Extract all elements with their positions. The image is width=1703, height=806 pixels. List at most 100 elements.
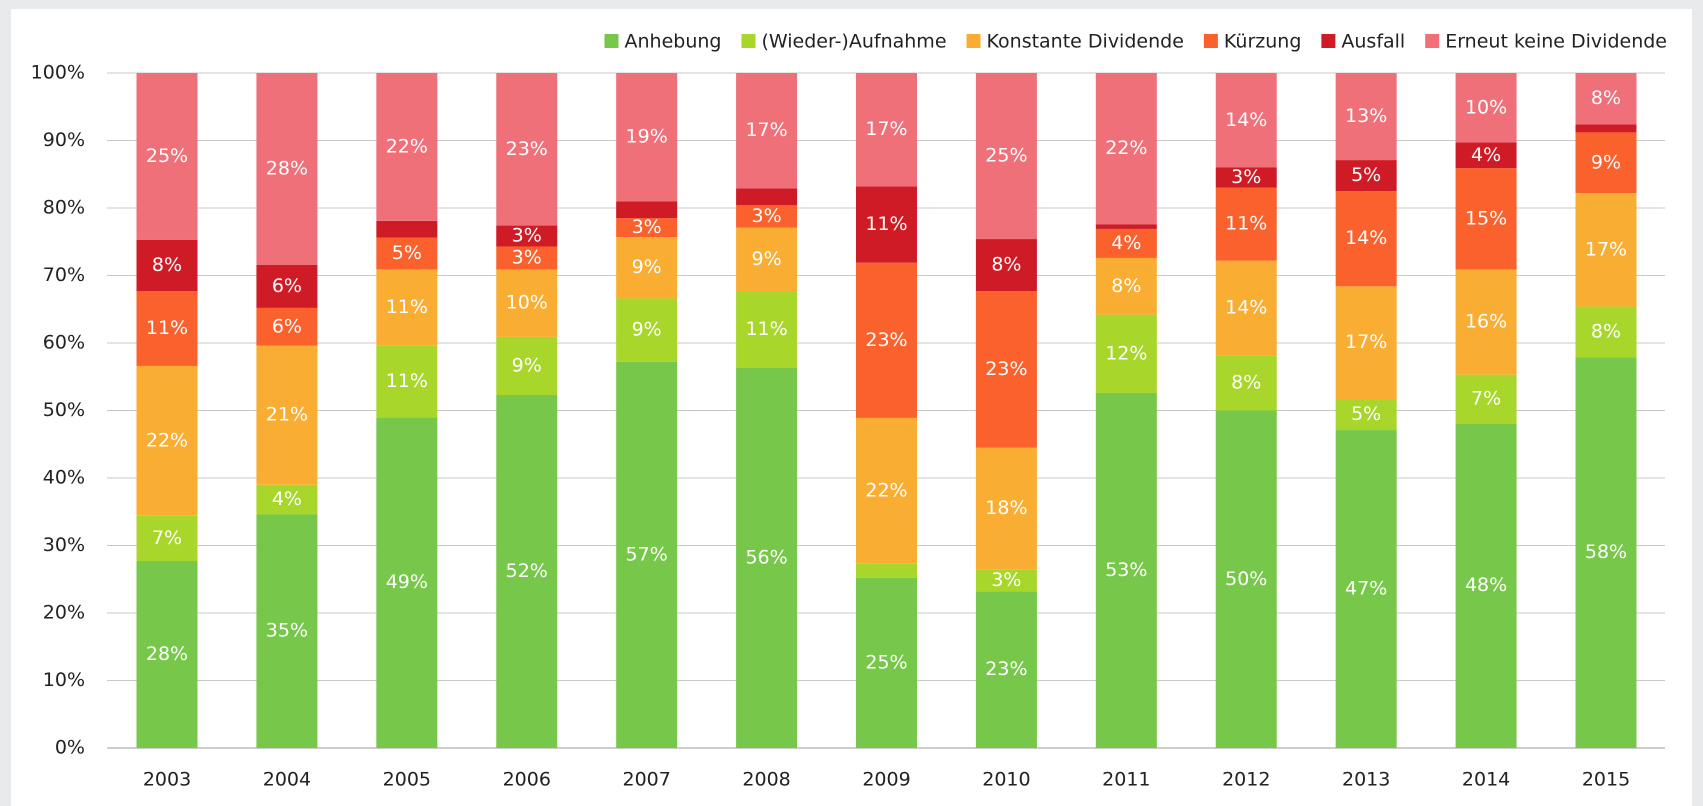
bar-segment: [616, 201, 678, 219]
y-tick-label: 60%: [43, 332, 85, 354]
x-tick-label: 2013: [1342, 769, 1390, 791]
data-label: 50%: [1225, 568, 1267, 590]
data-label: 7%: [1471, 388, 1501, 410]
data-label: 28%: [146, 643, 188, 665]
data-label: 17%: [1585, 238, 1627, 260]
data-label: 6%: [272, 275, 302, 297]
bar-segment: [1095, 224, 1157, 229]
x-tick-label: 2003: [143, 769, 191, 791]
bar-segment: [496, 73, 558, 226]
data-label: 35%: [266, 620, 308, 642]
data-label: 19%: [626, 126, 668, 148]
bar-segment: [856, 262, 917, 418]
bar-segment: [1335, 430, 1397, 748]
y-tick-label: 100%: [31, 62, 85, 84]
legend-label: (Wieder-)Aufnahme: [761, 31, 946, 53]
bar-segment: [1335, 73, 1397, 161]
x-tick-label: 2011: [1102, 769, 1150, 791]
bar-segment: [856, 186, 917, 263]
bar-segment: [1575, 193, 1637, 307]
data-label: 17%: [1345, 331, 1387, 353]
bar-segment: [975, 447, 1037, 570]
bar-segment: [975, 569, 1037, 592]
bar-segment: [376, 237, 438, 270]
bar-segment: [376, 220, 438, 238]
data-label: 17%: [745, 119, 787, 141]
y-tick-label: 70%: [43, 264, 85, 286]
bar-segment: [1215, 167, 1277, 188]
data-label: 3%: [512, 225, 542, 247]
y-tick-label: 0%: [55, 737, 85, 759]
data-label: 11%: [745, 318, 787, 340]
data-label: 3%: [632, 216, 662, 238]
legend-label: Konstante Dividende: [987, 31, 1184, 53]
data-label: 4%: [272, 488, 302, 510]
data-label: 9%: [752, 248, 782, 270]
data-label: 4%: [1111, 232, 1141, 254]
data-label: 8%: [1111, 275, 1141, 297]
y-tick-label: 50%: [43, 399, 85, 421]
legend-swatch: [741, 34, 756, 48]
x-tick-label: 2009: [862, 769, 910, 791]
data-label: 22%: [386, 135, 428, 157]
bar-segment: [736, 73, 798, 189]
bar-segment: [376, 417, 438, 748]
bar-segment: [736, 188, 798, 206]
data-label: 9%: [632, 319, 662, 341]
data-label: 11%: [1225, 213, 1267, 235]
data-label: 25%: [146, 145, 188, 167]
x-tick-label: 2006: [503, 769, 551, 791]
legend-swatch: [604, 34, 619, 48]
data-label: 17%: [865, 118, 907, 140]
legend-swatch: [1203, 34, 1218, 48]
bar-segment: [1335, 191, 1397, 287]
data-label: 15%: [1465, 207, 1507, 229]
bar-segment: [1215, 187, 1277, 261]
y-tick-label: 90%: [43, 129, 85, 151]
bar-segment: [1575, 357, 1637, 748]
data-label: 25%: [985, 145, 1027, 167]
data-label: 6%: [272, 315, 302, 337]
bar-segment: [1455, 168, 1517, 270]
data-label: 16%: [1465, 311, 1507, 333]
data-label: 14%: [1345, 227, 1387, 249]
data-label: 47%: [1345, 578, 1387, 600]
data-label: 5%: [1351, 164, 1381, 186]
data-label: 4%: [1471, 144, 1501, 166]
bar-segment: [376, 73, 438, 221]
data-label: 8%: [1591, 87, 1621, 109]
data-label: 25%: [865, 651, 907, 673]
data-label: 23%: [985, 358, 1027, 380]
bar-segment: [1095, 228, 1157, 258]
data-label: 22%: [146, 429, 188, 451]
bar-segment: [1095, 257, 1157, 315]
bar-segment: [256, 484, 318, 515]
data-label: 22%: [865, 479, 907, 501]
bar-segment: [136, 515, 198, 562]
bar-segment: [1215, 355, 1277, 411]
data-label: 7%: [152, 527, 182, 549]
data-label: 5%: [1351, 403, 1381, 425]
y-tick-label: 10%: [43, 669, 85, 691]
data-label: 3%: [752, 205, 782, 227]
bar-segment: [1215, 410, 1277, 748]
legend-label: Erneut keine Dividende: [1445, 31, 1667, 53]
data-label: 57%: [626, 543, 668, 565]
legend-swatch: [1425, 34, 1440, 48]
bar-segment: [1455, 142, 1517, 169]
y-tick-label: 40%: [43, 467, 85, 489]
data-label: 56%: [745, 546, 787, 568]
bar-segment: [1575, 306, 1637, 358]
data-label: 8%: [152, 254, 182, 276]
data-label: 28%: [266, 157, 308, 179]
x-tick-label: 2004: [263, 769, 311, 791]
y-tick-label: 30%: [43, 534, 85, 556]
data-label: 11%: [865, 213, 907, 235]
data-label: 53%: [1105, 559, 1147, 581]
data-label: 14%: [1225, 109, 1267, 131]
x-tick-label: 2014: [1462, 769, 1510, 791]
bar-segment: [856, 417, 917, 564]
data-label: 3%: [991, 569, 1021, 591]
bar-segment: [256, 264, 318, 308]
bar-segment: [616, 218, 678, 238]
